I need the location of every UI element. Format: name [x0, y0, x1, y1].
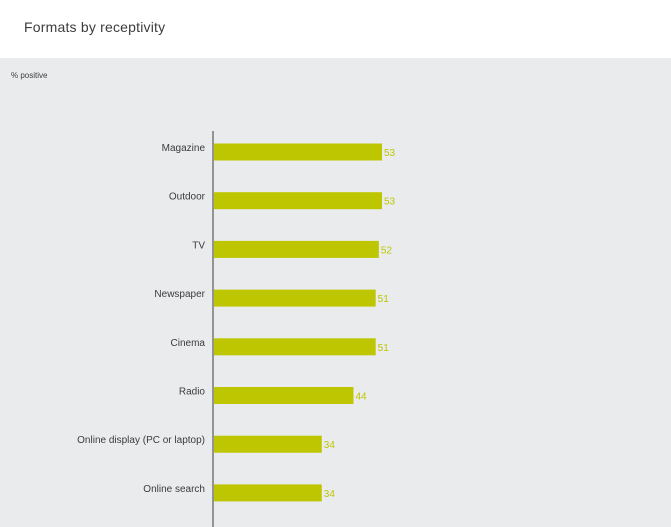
- data-label: 53: [384, 148, 396, 159]
- data-label: 51: [378, 294, 390, 305]
- bar-radio: [214, 387, 354, 404]
- category-label: Cinema: [171, 338, 206, 349]
- category-label: TV: [192, 240, 205, 251]
- data-label: 34: [324, 489, 336, 500]
- chart-title: Formats by receptivity: [24, 19, 166, 35]
- bar-cinema: [214, 338, 376, 356]
- category-label: Magazine: [162, 143, 206, 154]
- bar-newspaper: [214, 289, 376, 307]
- bar-online-search: [214, 484, 322, 502]
- data-label: 34: [324, 440, 336, 451]
- data-label: 52: [381, 245, 393, 256]
- unit-label: % positive: [11, 71, 48, 80]
- bar-outdoor: [214, 192, 382, 210]
- bar-online-display-pc-or-laptop: [214, 435, 322, 453]
- data-label: 53: [384, 197, 396, 208]
- bar-magazine: [214, 143, 382, 161]
- category-label: Outdoor: [169, 192, 206, 203]
- category-label: Online search: [143, 484, 205, 495]
- data-label: 51: [378, 343, 390, 354]
- chart-header: Formats by receptivity: [0, 0, 671, 58]
- bar-tv: [214, 240, 379, 258]
- data-label: 44: [355, 392, 367, 403]
- category-label: Newspaper: [154, 289, 205, 300]
- category-label: Radio: [179, 387, 206, 398]
- category-label: Online display (PC or laptop): [77, 435, 205, 446]
